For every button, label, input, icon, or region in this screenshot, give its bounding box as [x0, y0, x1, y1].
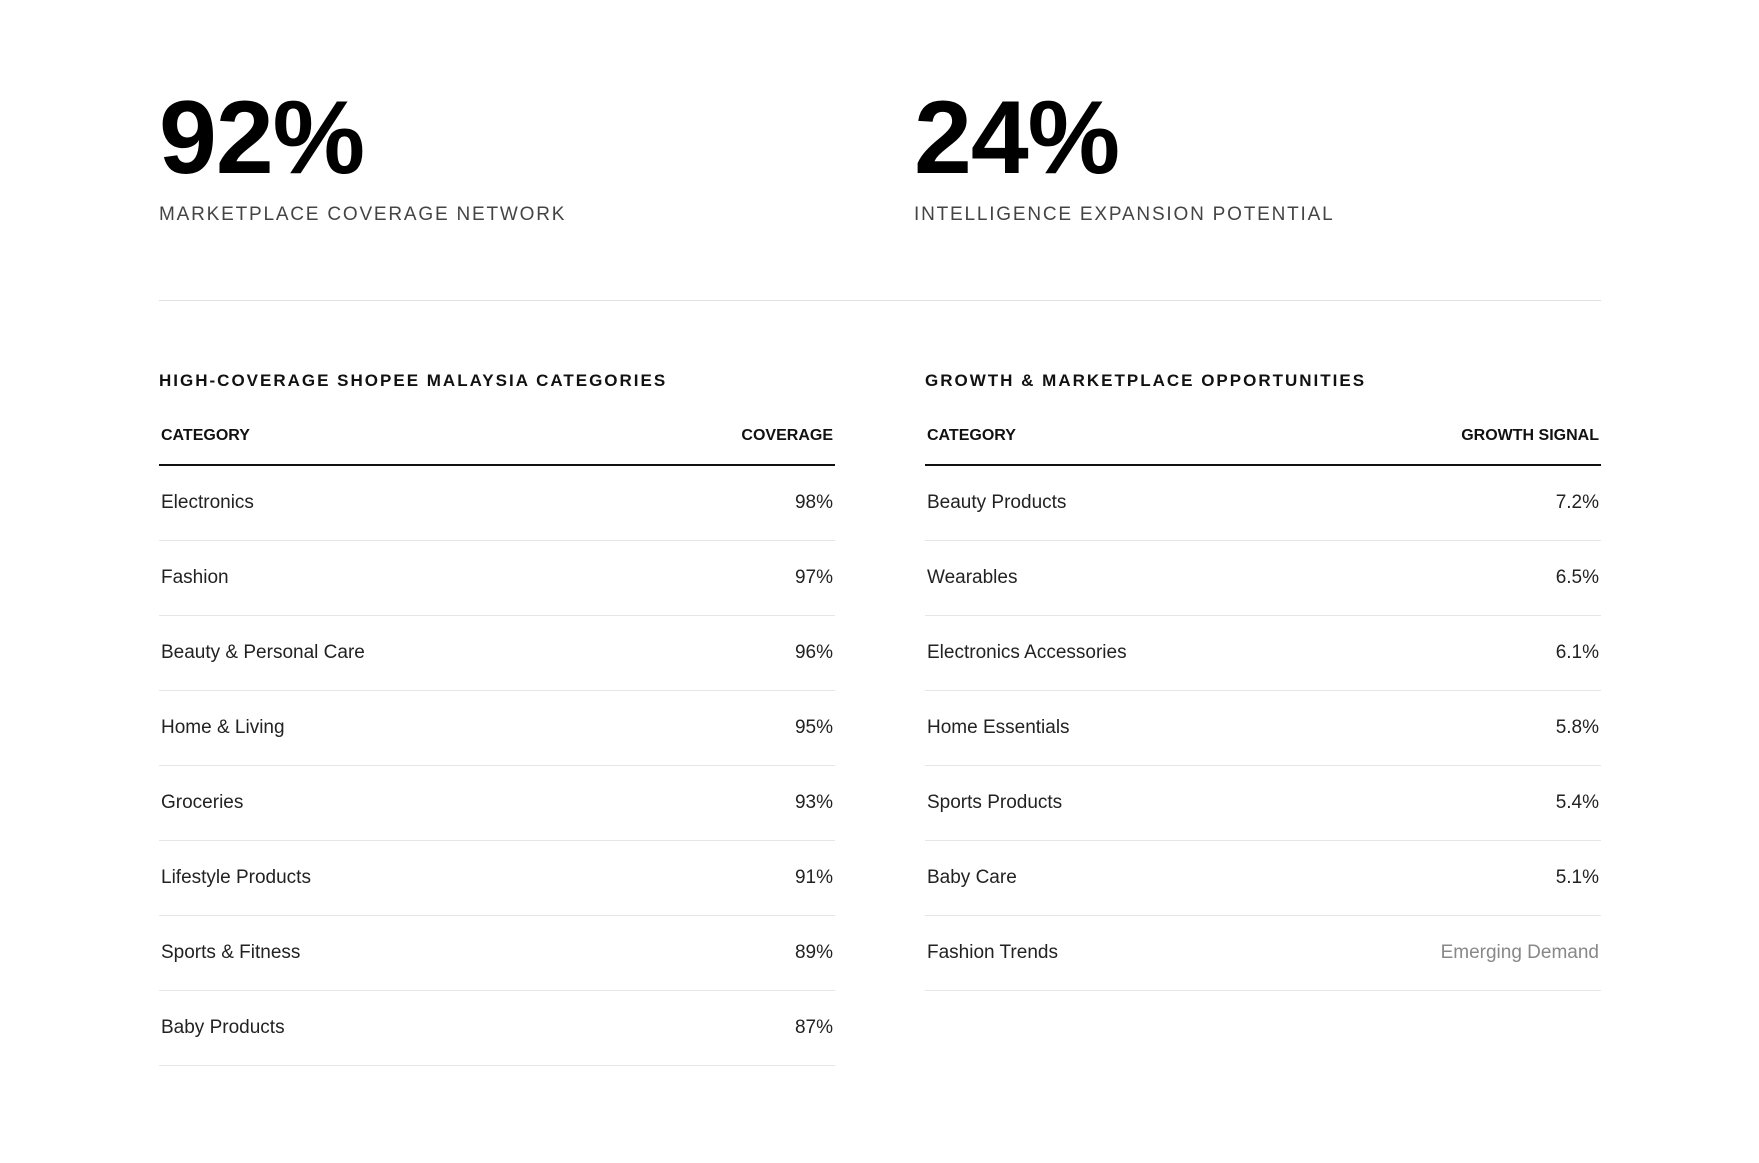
category-cell: Home Essentials: [927, 717, 1070, 738]
table-row: Lifestyle Products 91%: [159, 841, 835, 916]
category-cell: Beauty & Personal Care: [161, 642, 365, 663]
table-title: GROWTH & MARKETPLACE OPPORTUNITIES: [925, 371, 1367, 390]
table: GROWTH & MARKETPLACE OPPORTUNITIES CATEGO…: [925, 368, 1601, 991]
category-cell: Sports Products: [927, 792, 1063, 813]
category-cell: Home & Living: [161, 717, 285, 738]
value-cell: 95%: [794, 717, 833, 738]
table-header: CATEGORY GROWTH SIGNAL: [925, 424, 1601, 466]
table-row: Wearables 6.5%: [925, 541, 1601, 616]
table-title: HIGH-COVERAGE SHOPEE MALAYSIA CATEGORIES: [159, 371, 668, 390]
header-cell: GROWTH SIGNAL: [1461, 427, 1599, 444]
stat: 92% MARKETPLACE COVERAGE NETWORK: [159, 82, 566, 226]
table-row: Baby Care 5.1%: [925, 841, 1601, 916]
table-row: Beauty & Personal Care 96%: [159, 616, 835, 691]
table-row: Sports Products 5.4%: [925, 766, 1601, 841]
table-row: Beauty Products 7.2%: [925, 466, 1601, 541]
table-row: Fashion Trends Emerging Demand: [925, 916, 1601, 991]
value-cell: Emerging Demand: [1440, 942, 1599, 963]
value-cell: 93%: [794, 792, 833, 813]
category-cell: Fashion Trends: [927, 942, 1058, 963]
value-cell: 98%: [794, 492, 833, 513]
header-cell: CATEGORY: [161, 427, 250, 444]
category-cell: Baby Care: [927, 867, 1017, 888]
stat: 24% INTELLIGENCE EXPANSION POTENTIAL: [914, 82, 1334, 226]
stat-label: INTELLIGENCE EXPANSION POTENTIAL: [914, 204, 1335, 225]
value-cell: 6.1%: [1555, 642, 1599, 663]
value-cell: 89%: [794, 942, 833, 963]
category-cell: Groceries: [161, 792, 244, 813]
value-cell: 87%: [794, 1017, 833, 1038]
value-cell: 7.2%: [1555, 492, 1599, 513]
table-row: Home & Living 95%: [159, 691, 835, 766]
divider: [159, 300, 1601, 301]
category-cell: Beauty Products: [927, 492, 1067, 513]
value-cell: 5.4%: [1555, 792, 1599, 813]
value-cell: 97%: [794, 567, 833, 588]
category-cell: Fashion: [161, 567, 229, 588]
table-row: Sports & Fitness 89%: [159, 916, 835, 991]
table-row: Fashion 97%: [159, 541, 835, 616]
header-cell: COVERAGE: [741, 427, 833, 444]
value-cell: 5.8%: [1555, 717, 1599, 738]
stat-label: MARKETPLACE COVERAGE NETWORK: [159, 204, 567, 225]
category-cell: Lifestyle Products: [161, 867, 311, 888]
table-row: Baby Products 87%: [159, 991, 835, 1066]
table: HIGH-COVERAGE SHOPEE MALAYSIA CATEGORIES…: [159, 368, 835, 1066]
stat-value: 92%: [159, 80, 365, 196]
category-cell: Wearables: [927, 567, 1018, 588]
category-cell: Electronics: [161, 492, 254, 513]
value-cell: 96%: [794, 642, 833, 663]
value-cell: 5.1%: [1555, 867, 1599, 888]
category-cell: Electronics Accessories: [927, 642, 1127, 663]
value-cell: 6.5%: [1555, 567, 1599, 588]
table-row: Groceries 93%: [159, 766, 835, 841]
category-cell: Baby Products: [161, 1017, 285, 1038]
value-cell: 91%: [794, 867, 833, 888]
table-row: Electronics Accessories 6.1%: [925, 616, 1601, 691]
category-cell: Sports & Fitness: [161, 942, 301, 963]
header-cell: CATEGORY: [927, 427, 1016, 444]
table-row: Electronics 98%: [159, 466, 835, 541]
stat-value: 24%: [914, 80, 1120, 196]
table-header: CATEGORY COVERAGE: [159, 424, 835, 466]
table-row: Home Essentials 5.8%: [925, 691, 1601, 766]
